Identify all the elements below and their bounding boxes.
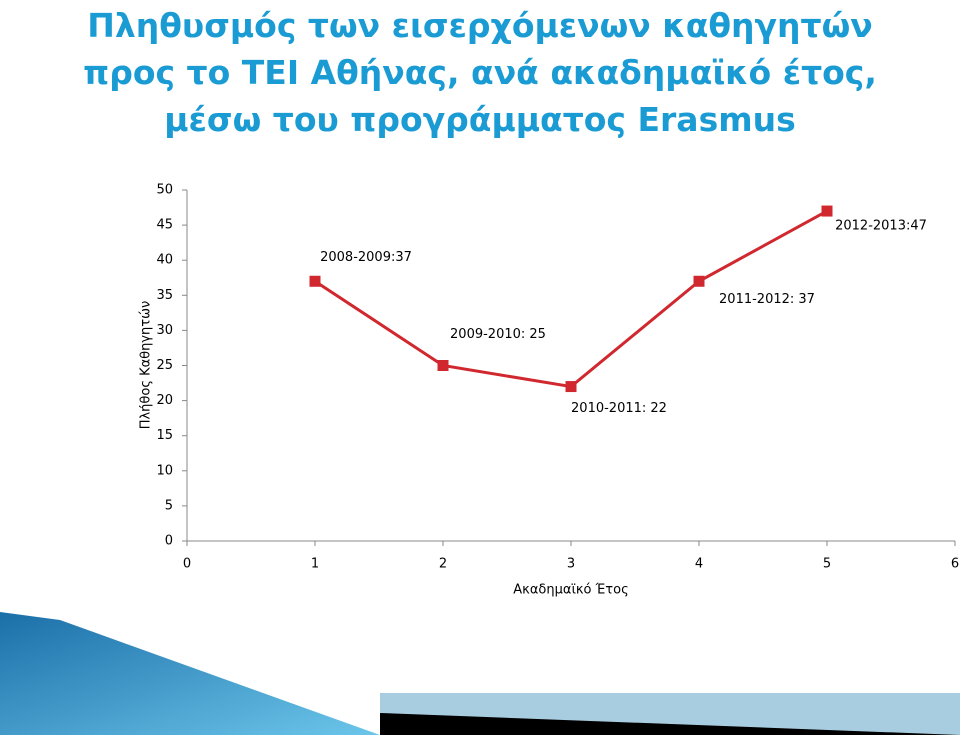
x-tick-label: 5 xyxy=(823,557,831,572)
data-point xyxy=(821,205,833,217)
x-axis-label: Ακαδημαϊκό Έτος xyxy=(513,583,628,598)
data-point xyxy=(309,275,321,287)
x-tick-label: 4 xyxy=(695,557,703,572)
y-tick-label: 30 xyxy=(156,323,173,338)
data-label: 2008-2009:37 xyxy=(320,250,412,265)
x-tick-label: 2 xyxy=(439,557,447,572)
data-label: 2010-2011: 22 xyxy=(571,401,667,416)
data-label: 2009-2010: 25 xyxy=(450,327,546,342)
y-tick-label: 50 xyxy=(156,183,173,198)
data-label: 2012-2013:47 xyxy=(835,219,927,234)
y-tick-label: 5 xyxy=(165,498,173,513)
y-tick-label: 15 xyxy=(156,428,173,443)
y-tick-label: 40 xyxy=(156,253,173,268)
data-point xyxy=(693,275,705,287)
y-tick-label: 0 xyxy=(165,534,173,549)
data-label: 2011-2012: 37 xyxy=(719,292,815,307)
decoration xyxy=(380,713,960,735)
y-axis-label: Πλήθος Καθηγητών xyxy=(139,301,154,430)
data-point xyxy=(565,381,577,393)
y-tick-label: 20 xyxy=(156,393,173,408)
y-tick-label: 35 xyxy=(156,288,173,303)
x-tick-label: 1 xyxy=(311,557,319,572)
data-point xyxy=(437,360,449,371)
x-tick-label: 3 xyxy=(567,557,575,572)
y-tick-label: 25 xyxy=(156,358,173,373)
decoration xyxy=(0,612,380,735)
x-tick-label: 0 xyxy=(183,557,191,572)
y-tick-label: 45 xyxy=(156,218,173,233)
y-tick-label: 10 xyxy=(156,463,173,478)
x-tick-label: 6 xyxy=(951,557,959,572)
chart-title: Πληθυσμός των εισερχόμενων καθηγητών προ… xyxy=(83,6,877,139)
